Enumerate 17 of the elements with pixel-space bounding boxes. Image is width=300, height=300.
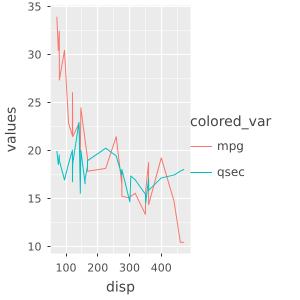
y-tick-label: 30 [28, 48, 42, 62]
y-tick-label: 10 [28, 240, 42, 254]
x-tick-label: 100 [56, 262, 77, 274]
y-axis-title: values [4, 106, 20, 152]
x-tick-label: 400 [150, 262, 172, 274]
y-tick-label: 25 [28, 96, 42, 110]
y-tick-label: 15 [28, 192, 42, 206]
y-tick-label: 20 [28, 144, 42, 158]
line-series [56, 122, 185, 204]
x-axis-title: disp [106, 280, 136, 296]
legend-label: qsec [217, 165, 245, 179]
x-tick-label: 200 [87, 262, 108, 274]
line-series [56, 16, 185, 243]
x-tick-label: 300 [119, 262, 140, 274]
y-tick-label: 35 [28, 0, 42, 14]
legend-label: mpg [217, 139, 244, 153]
legend-title: colored_var [190, 114, 272, 130]
